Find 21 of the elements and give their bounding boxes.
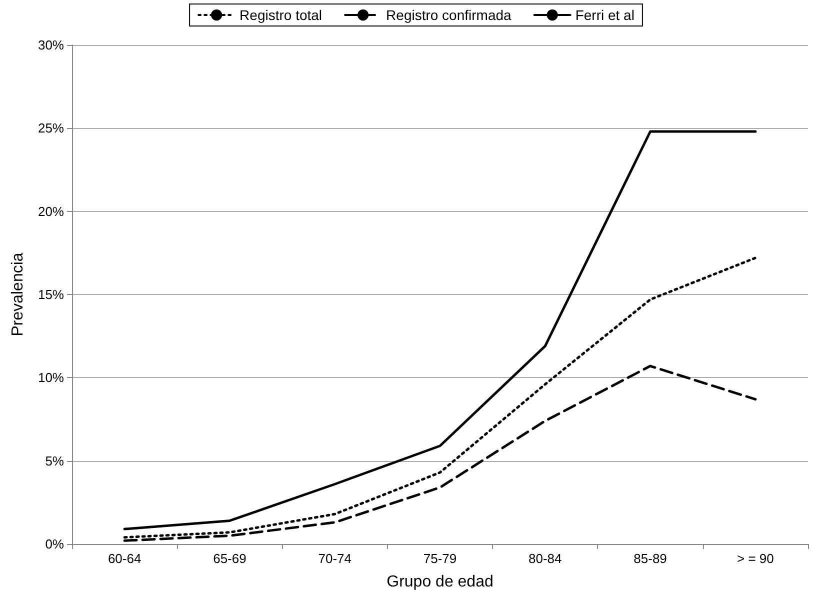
line-series bbox=[123, 130, 757, 530]
y-axis-title: Prevalencia bbox=[10, 252, 26, 336]
legend-label: Ferri et al bbox=[575, 7, 634, 23]
y-tick-label: 10% bbox=[38, 370, 64, 386]
x-tick-label: 75-79 bbox=[423, 551, 457, 566]
line-series bbox=[123, 256, 757, 539]
x-tick-label: > = 90 bbox=[736, 551, 774, 566]
y-tick-label: 25% bbox=[38, 120, 64, 136]
y-tick-label: 15% bbox=[38, 287, 64, 302]
x-tick-label: 85-89 bbox=[634, 551, 667, 566]
legend-label: Registro confirmada bbox=[386, 7, 512, 23]
y-tick-label: 0% bbox=[45, 536, 64, 552]
x-axis-title: Grupo de edad bbox=[386, 574, 494, 590]
y-tick-label: 5% bbox=[45, 453, 64, 468]
x-tick-label: 80-84 bbox=[528, 551, 562, 566]
legend-label: Registro total bbox=[240, 7, 322, 23]
x-tick-label: 65-69 bbox=[213, 551, 246, 566]
x-tick-label: 70-74 bbox=[318, 551, 352, 566]
y-tick-label: 20% bbox=[38, 204, 64, 219]
y-tick-label: 30% bbox=[38, 38, 64, 52]
x-tick-label: 60-64 bbox=[108, 551, 142, 566]
